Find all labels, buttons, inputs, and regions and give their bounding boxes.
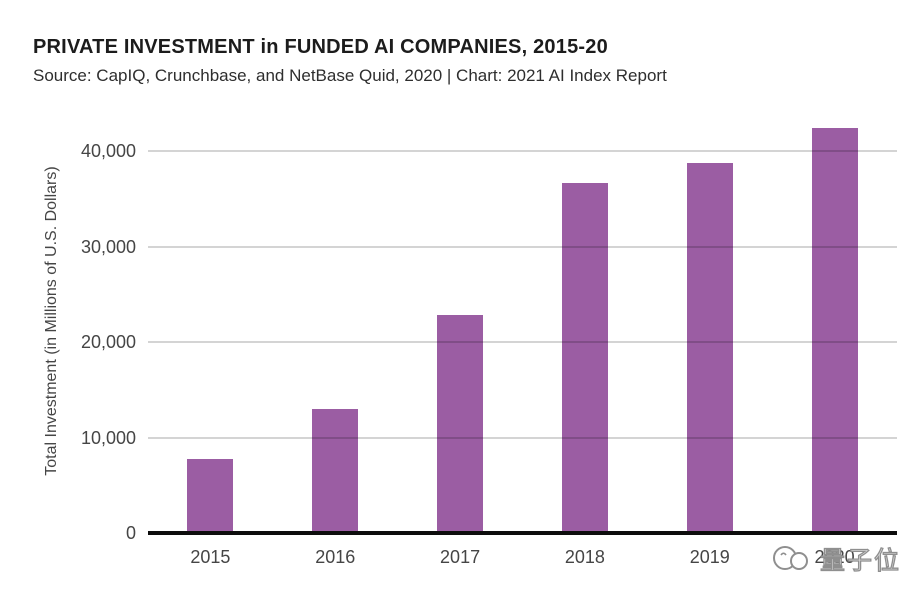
x-tick-label-2020: 2020 [814,547,855,567]
qbitai-watermark: 量子位 [772,541,901,577]
cloud-logo-icon [773,546,808,570]
x-tick-label-2019: 2019 [689,547,730,567]
gridline-10,000 [148,437,897,439]
x-tick-label-2018: 2018 [564,547,605,567]
y-axis-title: Total Investment (in Millions of U.S. Do… [43,166,60,476]
bar-2018 [561,183,608,533]
y-tick-label: 10,000 [80,428,136,448]
bar-2016 [312,409,359,533]
x-axis-line [148,531,897,535]
chart-source-subtitle: Source: CapIQ, Crunchbase, and NetBase Q… [33,66,667,85]
x-tick-label-2015: 2015 [190,547,231,567]
gridline-40,000 [148,150,897,152]
chart-title: PRIVATE INVESTMENT in FUNDED AI COMPANIE… [33,36,608,58]
bar-2020 [811,128,858,533]
y-tick-label: 0 [125,523,136,543]
y-tick-label: 20,000 [80,332,136,352]
gridline-20,000 [148,341,897,343]
x-tick-label-2016: 2016 [315,547,356,567]
watermark-text: 量子位 [819,546,902,575]
bar-2017 [437,315,484,533]
x-tick-label-2017: 2017 [440,547,481,567]
y-tick-label: 30,000 [80,237,136,257]
bar-2015 [187,459,234,533]
y-tick-label: 40,000 [80,141,136,161]
gridline-30,000 [148,246,897,248]
bar-2019 [686,163,733,533]
